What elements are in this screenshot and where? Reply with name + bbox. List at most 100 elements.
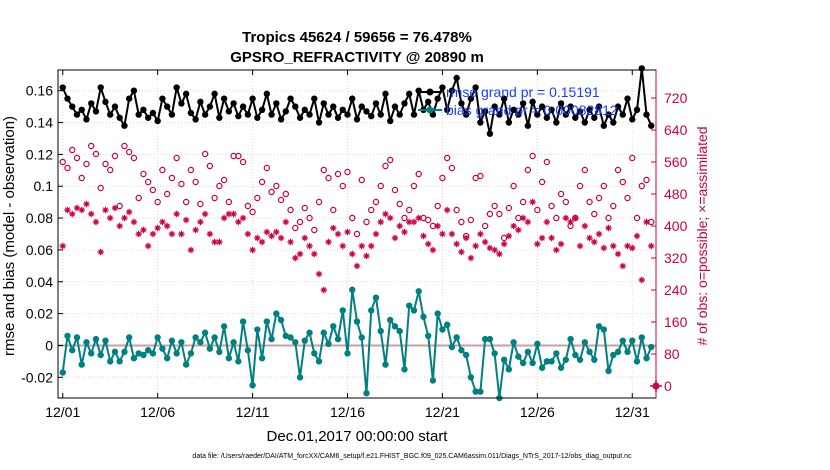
assimilated-count-point [372, 230, 380, 238]
bias-point [396, 327, 403, 335]
assimilated-count-point [496, 250, 503, 258]
possible-count-point [586, 198, 593, 206]
assimilated-count-point [358, 242, 365, 250]
rmse-point [382, 90, 389, 98]
bias-point [311, 350, 318, 357]
possible-count-point [301, 204, 308, 212]
possible-count-point [534, 206, 541, 214]
rmse-point [510, 106, 517, 114]
y-right-tick-label: 320 [664, 250, 688, 266]
rmse-point [434, 95, 441, 102]
rmse-point [125, 95, 133, 102]
bias-point [458, 347, 465, 354]
assimilated-count-point [325, 238, 332, 246]
bias-point [330, 323, 337, 330]
possible-count-point [581, 166, 589, 174]
possible-count-point [135, 194, 142, 202]
rmse-point [306, 111, 313, 118]
possible-count-point [576, 182, 584, 190]
possible-count-point [330, 206, 337, 214]
possible-count-point [334, 170, 342, 178]
possible-count-point [159, 166, 166, 174]
possible-count-point [173, 154, 180, 162]
assimilated-count-point [572, 214, 579, 222]
assimilated-count-point [406, 218, 413, 226]
bias-point [64, 332, 71, 340]
bias-point [500, 356, 508, 363]
bias-point [140, 351, 147, 359]
bias-point [581, 339, 589, 346]
assimilated-count-point [576, 242, 584, 250]
possible-count-point [97, 184, 104, 192]
assimilated-count-point [97, 248, 104, 256]
assimilated-count-point [643, 218, 650, 226]
rmse-point [173, 84, 180, 91]
assimilated-count-point [481, 238, 489, 246]
bias-point [230, 339, 237, 346]
possible-count-point [163, 190, 171, 198]
possible-count-point [600, 182, 607, 190]
possible-count-point [258, 178, 266, 186]
assimilated-count-point [144, 242, 152, 250]
rmse-point [144, 114, 152, 121]
rmse-point [472, 84, 479, 91]
possible-count-point [182, 198, 190, 206]
assimilated-count-point [591, 238, 598, 246]
possible-count-point [519, 198, 527, 206]
bias-point [144, 347, 152, 354]
assimilated-count-point [254, 234, 261, 242]
rmse-point [59, 84, 66, 91]
possible-count-point [496, 210, 503, 218]
possible-count-point [434, 202, 441, 210]
rmse-point [301, 106, 308, 114]
possible-count-point [92, 150, 100, 158]
bias-point [121, 348, 128, 356]
rmse-point [292, 103, 299, 110]
possible-count-point [178, 180, 185, 188]
assimilated-count-point [201, 210, 209, 218]
y-right-tick-label: 0 [664, 378, 672, 394]
assimilated-count-point [600, 244, 607, 252]
possible-count-point [453, 206, 460, 214]
assimilated-count-point [244, 230, 252, 238]
possible-count-point [467, 216, 475, 224]
rmse-point [500, 95, 508, 102]
bias-point [624, 348, 631, 356]
bias-point [443, 321, 451, 328]
rmse-point [491, 103, 498, 110]
possible-count-point [638, 182, 645, 190]
rmse-point [116, 114, 123, 121]
possible-count-point [458, 218, 465, 226]
rmse-point [439, 84, 446, 91]
bias-point [619, 337, 626, 344]
rmse-point [73, 111, 81, 118]
possible-count-point [130, 154, 138, 162]
rmse-point [481, 108, 489, 115]
possible-count-point [344, 168, 351, 176]
x-tick-label: 12/16 [330, 404, 365, 420]
bias-point [595, 323, 603, 330]
y-left-tick-label: 0.1 [34, 178, 54, 194]
bias-point [88, 350, 95, 357]
bias-point [187, 350, 195, 357]
rmse-point [121, 122, 128, 129]
rmse-point [159, 95, 166, 102]
possible-count-point [225, 198, 233, 206]
bias-point [197, 339, 204, 346]
assimilated-count-point [567, 218, 574, 226]
bias-point [377, 327, 384, 335]
assimilated-count-point [363, 252, 370, 260]
possible-count-point [140, 170, 147, 178]
assimilated-count-point [538, 234, 546, 242]
rmse-point [515, 111, 522, 118]
rmse-point [591, 114, 598, 121]
x-axis-ticks: 12/01 12/06 12/11 12/16 12/21 12/26 12/31 [45, 70, 650, 420]
y-left-tick-label: 0.12 [26, 146, 53, 162]
data-file-footer: data file: /Users/raeder/DAI/ATM_forcXX/… [192, 453, 632, 460]
bias-point [254, 326, 261, 333]
bias-point [429, 377, 437, 384]
rmse-point [486, 130, 494, 137]
bias-point [344, 350, 351, 357]
rmse-point [396, 111, 403, 118]
possible-count-point [505, 204, 513, 212]
